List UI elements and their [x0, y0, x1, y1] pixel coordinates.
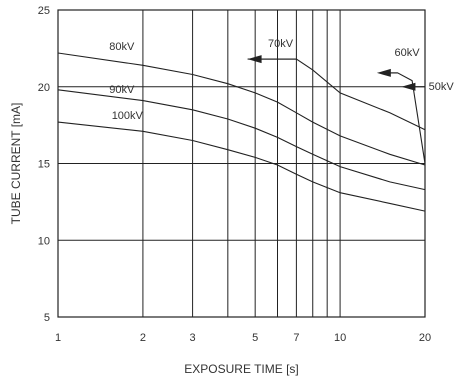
arrow-head-70kv [247, 55, 262, 64]
tick-labels: 1 2 3 5 7 10 20 5 10 15 20 25 [38, 5, 431, 344]
series-line-100kv [57, 121, 426, 212]
series-layer [57, 52, 426, 212]
y-tick-label-20: 20 [38, 82, 50, 94]
x-tick-label-5: 5 [252, 332, 258, 344]
x-tick-label-3: 3 [190, 332, 196, 344]
y-axis-title: TUBE CURRENT [mA] [9, 103, 23, 225]
x-tick-label-20: 20 [419, 332, 431, 344]
plot-border [57, 9, 426, 318]
x-tick-label-7: 7 [293, 332, 299, 344]
series-label-70kv: 70kV [268, 38, 294, 50]
y-tick-label-5: 5 [44, 312, 50, 324]
x-tick-label-2: 2 [140, 332, 146, 344]
series-label-80kv: 80kV [109, 41, 135, 53]
arrow-layer [247, 55, 425, 91]
arrow-head-60kv [376, 68, 391, 77]
series-label-60kv: 60kV [395, 47, 421, 59]
x-axis-title: EXPOSURE TIME [s] [184, 362, 298, 376]
series-line-70kv [247, 58, 426, 131]
series-label-100kv: 100kV [112, 110, 144, 122]
series-label-50kv: 50kV [429, 81, 455, 93]
grid [58, 10, 425, 317]
series-labels: 80kV 90kV 100kV 70kV 60kV 50kV [109, 38, 454, 122]
arrow-head-50kv [401, 82, 416, 91]
y-tick-label-10: 10 [38, 235, 50, 247]
y-tick-label-25: 25 [38, 5, 50, 17]
x-tick-label-1: 1 [55, 332, 61, 344]
series-line-90kv [57, 89, 426, 191]
series-line-80kv [57, 52, 426, 166]
x-tick-label-10: 10 [334, 332, 346, 344]
series-label-90kv: 90kV [109, 84, 135, 96]
plot-frame [57, 9, 426, 318]
y-tick-label-15: 15 [38, 159, 50, 171]
